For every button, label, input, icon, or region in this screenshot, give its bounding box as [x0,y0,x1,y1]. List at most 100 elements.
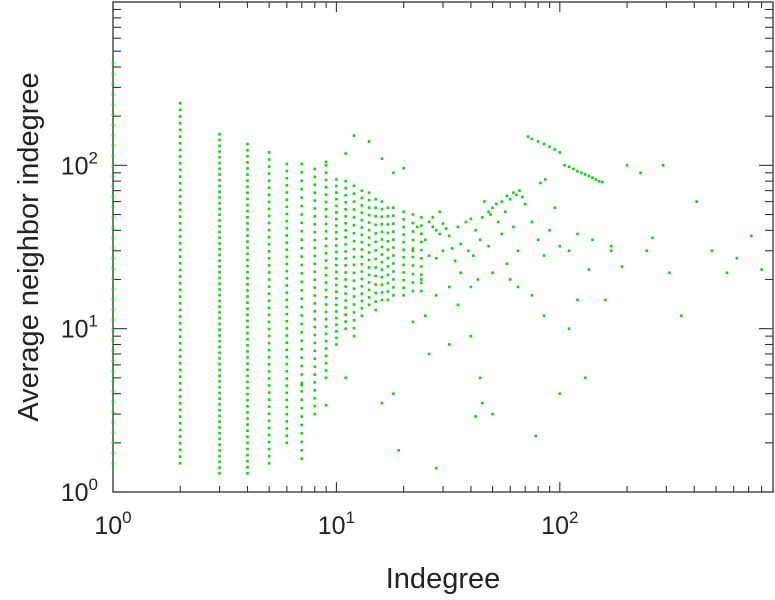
data-point [710,249,714,253]
data-point [313,349,317,353]
data-point [352,319,356,322]
data-point [178,308,182,312]
data-point [411,320,415,324]
data-point [246,179,249,182]
data-point [402,256,405,259]
data-point [335,296,338,300]
data-point [548,145,551,149]
data-point [324,354,328,358]
data-point [411,272,415,276]
data-point [411,281,415,284]
data-point [178,395,182,398]
data-point [360,277,364,281]
data-point [487,244,490,248]
data-point [300,457,304,460]
data-point [352,255,356,259]
data-point [246,185,249,189]
data-point [324,325,328,328]
data-point [478,376,482,380]
data-point [246,441,249,445]
data-point [178,181,182,185]
data-point [360,248,364,251]
data-point [344,214,347,218]
data-point [285,441,289,445]
data-point [285,427,289,430]
data-point [267,377,271,380]
data-point [505,194,509,198]
data-point [285,269,289,273]
data-point [576,232,579,236]
data-point [178,415,182,418]
data-point [324,222,328,226]
data-point [324,200,328,204]
data-point [542,314,546,318]
data-point [367,288,371,292]
data-point [508,278,512,281]
data-point [594,178,598,181]
data-point [335,257,338,260]
data-point [246,380,249,384]
data-point [367,281,371,284]
data-point [285,248,289,252]
data-point [300,356,304,359]
data-point [386,290,390,293]
data-point [402,210,405,214]
data-point [344,320,347,323]
data-point [246,264,249,268]
data-point [313,325,317,329]
data-point [267,264,271,267]
data-point [625,164,629,167]
data-point [313,365,317,368]
data-point [424,314,427,318]
data-point [218,380,221,383]
data-point [516,285,520,289]
data-point [178,168,182,172]
data-point [324,273,328,277]
data-point [496,220,500,224]
data-point [267,370,271,373]
data-point [750,234,753,238]
data-point [111,267,115,270]
data-point [178,228,182,232]
data-point [367,191,371,194]
data-point [218,454,221,458]
data-point [397,449,400,452]
data-point [178,201,182,205]
data-point [285,412,289,416]
data-point [360,218,364,222]
data-point [267,292,271,295]
data-point [500,232,504,236]
data-point [392,206,395,210]
data-point [386,298,390,302]
data-point [300,314,304,317]
data-point [760,268,763,271]
data-point [392,222,395,225]
data-point [111,226,115,229]
data-point [246,465,249,469]
data-point [597,179,601,183]
data-point [367,198,371,202]
data-point [111,123,115,127]
data-point [344,222,347,225]
data-point [218,431,221,435]
data-point [218,265,221,268]
data-point [218,138,221,142]
data-point [178,328,182,332]
data-point [572,167,575,171]
data-point [267,313,271,317]
data-point [380,200,384,203]
data-point [111,349,115,352]
data-point [335,184,338,188]
data-point [420,240,423,244]
data-point [360,299,364,303]
data-point [218,230,221,234]
data-point [392,262,395,265]
data-point [178,175,182,178]
data-point [267,341,271,345]
data-point [246,191,249,195]
data-point [178,281,182,285]
data-point [587,174,591,178]
data-point [267,412,271,416]
data-point [267,440,271,444]
